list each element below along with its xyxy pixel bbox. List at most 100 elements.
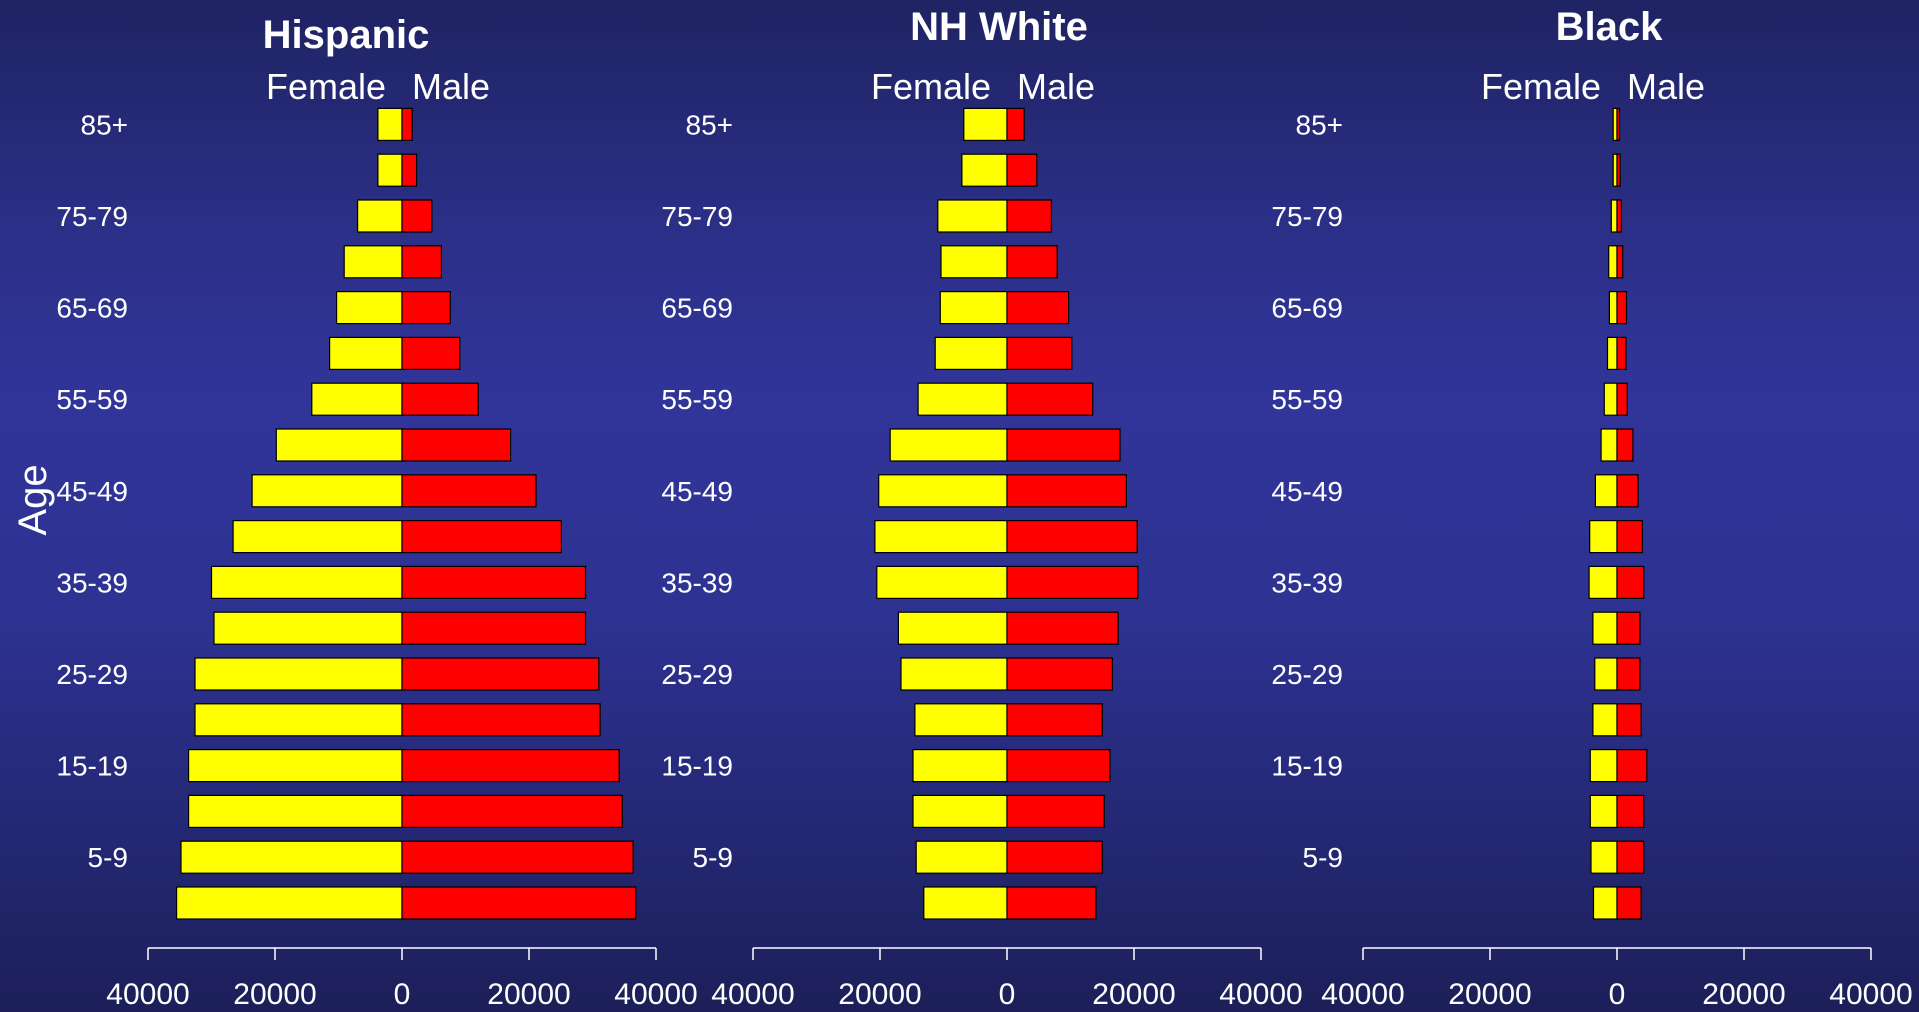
panel-1-male-bar-75-79 (401, 199, 433, 233)
panel-2-male-bar-20-24 (1006, 703, 1103, 737)
panel-2-male-bar-15-19 (1006, 748, 1111, 783)
panel-1-x-tick-label-1: 20000 (233, 978, 316, 1011)
panel-1-male-label: Male (412, 66, 490, 107)
panel-2-male-label: Male (1017, 66, 1095, 107)
panel-3-title: Black (1556, 5, 1663, 49)
panel-2-age-label-55-59: 55-59 (661, 384, 733, 415)
panel-2-female-bar-15-19 (912, 748, 1008, 783)
panel-1: Hispanic Female Male 5-9 15-19 25-29 35-39 45-4… (56, 13, 697, 1011)
panel-2-male-bar-75-79 (1006, 199, 1053, 233)
panel-3-male-bar-40-44 (1616, 519, 1643, 554)
panel-2-x-tick-label-3: 20000 (1092, 978, 1175, 1011)
panel-3-male-bar-20-24 (1616, 703, 1642, 737)
panel-3-female-bar-40-44 (1589, 519, 1618, 554)
panel-1-age-label-5-9: 5-9 (88, 842, 128, 873)
panel-3-female-bar-75-79 (1610, 199, 1618, 233)
panel-1-female-bar-85+ (377, 107, 403, 142)
panel-2-age-label-85+: 85+ (686, 109, 734, 140)
panel-3-male-bar-80-84 (1616, 153, 1621, 187)
panel-2-age-label-5-9: 5-9 (693, 842, 733, 873)
panel-2-male-bar-0-4 (1006, 886, 1097, 920)
panel-2-female-bar-45-49 (878, 474, 1008, 508)
panel-2-age-label-45-49: 45-49 (661, 476, 733, 507)
panel-1-male-bar-35-39 (401, 565, 587, 600)
panel-1-female-bar-80-84 (377, 153, 403, 187)
panel-2-male-bar-70-74 (1006, 245, 1058, 279)
panel-3-female-bar-35-39 (1588, 565, 1618, 600)
panel-3-x-tick-label-2: 0 (1609, 978, 1626, 1011)
panel-3-age-label-65-69: 65-69 (1271, 293, 1343, 324)
panel-1-age-label-25-29: 25-29 (56, 659, 128, 690)
panel-3-male-bar-60-64 (1616, 336, 1627, 370)
panel-2-female-bar-80-84 (961, 153, 1008, 187)
panel-1-female-bar-20-24 (194, 703, 403, 737)
panel-3-male-bar-30-34 (1616, 611, 1641, 645)
panel-1-title: Hispanic (263, 13, 430, 57)
panel-1-x-tick-label-0: 40000 (106, 978, 189, 1011)
panel-1-male-bar-55-59 (401, 382, 479, 416)
panel-3-male-bar-5-9 (1616, 840, 1645, 874)
panel-2-female-bar-25-29 (900, 657, 1008, 691)
panel-3-male-bar-65-69 (1616, 291, 1628, 325)
panel-3-male-bar-10-14 (1616, 794, 1645, 829)
panel-1-female-bar-15-19 (188, 748, 403, 783)
panel-1-male-bar-5-9 (401, 840, 634, 874)
panel-3-age-label-75-79: 75-79 (1271, 201, 1343, 232)
panel-3-female-bar-50-54 (1600, 428, 1618, 462)
panel-2-male-bar-35-39 (1006, 565, 1139, 600)
panel-3-female-label: Female (1481, 66, 1601, 107)
panel-1-male-bar-65-69 (401, 291, 451, 325)
panel-2-x-tick-label-0: 40000 (711, 978, 794, 1011)
panel-2-female-bar-40-44 (874, 519, 1008, 554)
panel-3-female-bar-70-74 (1608, 245, 1618, 279)
panel-2-female-bar-60-64 (934, 336, 1008, 370)
panel-1-male-bar-15-19 (401, 748, 620, 783)
panel-3-age-label-25-29: 25-29 (1271, 659, 1343, 690)
panel-3-age-label-55-59: 55-59 (1271, 384, 1343, 415)
panel-2-female-bar-85+ (963, 107, 1008, 142)
panel-1-age-label-75-79: 75-79 (56, 201, 128, 232)
panel-1-female-bar-0-4 (176, 886, 403, 920)
panel-1-male-bar-0-4 (401, 886, 637, 920)
panel-1-male-bar-20-24 (401, 703, 601, 737)
panel-1-male-bar-45-49 (401, 474, 537, 508)
panel-2-title: NH White (910, 5, 1088, 49)
panel-2-male-bar-40-44 (1006, 519, 1138, 554)
panel-2-age-label-35-39: 35-39 (661, 567, 733, 598)
panel-1-female-bar-25-29 (194, 657, 403, 691)
panel-3-female-bar-25-29 (1594, 657, 1618, 691)
panel-2-female-label: Female (871, 66, 991, 107)
panel-1-x-tick-label-2: 0 (394, 978, 411, 1011)
panel-2-female-bar-55-59 (917, 382, 1008, 416)
panel-2-female-bar-50-54 (889, 428, 1008, 462)
panel-3-female-bar-60-64 (1606, 336, 1618, 370)
panel-3-age-label-45-49: 45-49 (1271, 476, 1343, 507)
panel-2-male-bar-25-29 (1006, 657, 1114, 691)
panel-3-age-label-35-39: 35-39 (1271, 567, 1343, 598)
panel-3-male-bar-50-54 (1616, 428, 1634, 462)
panel-2-x-tick-label-2: 0 (999, 978, 1016, 1011)
panel-1-x-tick-label-4: 40000 (614, 978, 697, 1011)
panel-3-female-bar-30-34 (1592, 611, 1618, 645)
panel-1-female-bar-75-79 (357, 199, 403, 233)
panel-1-female-label: Female (266, 66, 386, 107)
y-axis-title: Age (11, 464, 55, 535)
panel-2-male-bar-5-9 (1006, 840, 1103, 874)
panel-1-age-label-85+: 85+ (81, 109, 129, 140)
panel-2-x-tick-label-4: 40000 (1219, 978, 1302, 1011)
panel-3-age-label-85+: 85+ (1296, 109, 1344, 140)
panel-2: NH White Female Male 5-9 15-19 25-29 35-39 45-4… (661, 5, 1302, 1011)
panel-3-x-tick-label-1: 20000 (1448, 978, 1531, 1011)
panel-1-male-bar-80-84 (401, 153, 418, 187)
panel-2-female-bar-0-4 (923, 886, 1008, 920)
panel-1-female-bar-55-59 (311, 382, 403, 416)
panel-3-male-bar-0-4 (1616, 886, 1642, 920)
panel-2-female-bar-70-74 (940, 245, 1008, 279)
panel-3-age-label-5-9: 5-9 (1303, 842, 1343, 873)
panel-3-female-bar-65-69 (1608, 291, 1618, 325)
panel-2-female-bar-75-79 (937, 199, 1008, 233)
panel-2-male-bar-85+ (1006, 107, 1025, 142)
panel-3-male-bar-70-74 (1616, 245, 1624, 279)
